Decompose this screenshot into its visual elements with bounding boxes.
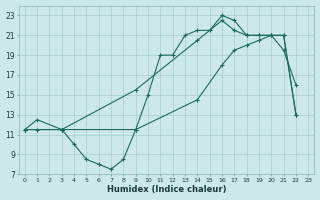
X-axis label: Humidex (Indice chaleur): Humidex (Indice chaleur) [107, 185, 226, 194]
